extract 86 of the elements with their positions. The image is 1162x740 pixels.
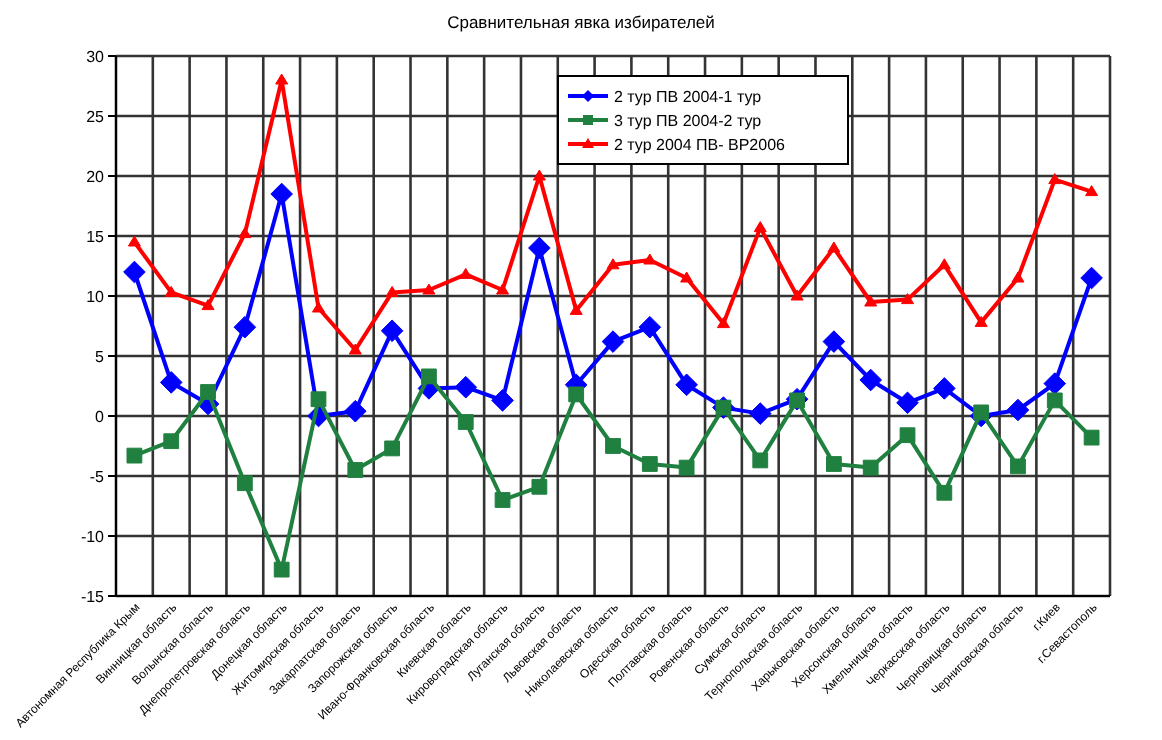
point xyxy=(1083,429,1100,446)
legend-label: 2 тур 2004 ПВ- ВР2006 xyxy=(614,135,787,154)
chart-title: Сравнительная явка избирателей xyxy=(447,12,716,32)
y-tick-label: 30 xyxy=(86,47,106,66)
point xyxy=(827,241,841,253)
point xyxy=(752,452,769,469)
point xyxy=(974,315,988,327)
point xyxy=(273,561,290,578)
y-tick-label: -15 xyxy=(80,587,106,606)
point xyxy=(1046,392,1063,409)
point xyxy=(680,271,694,283)
point xyxy=(163,433,180,450)
point xyxy=(601,330,625,353)
point xyxy=(528,236,551,260)
point xyxy=(311,301,325,313)
y-tick-label: 20 xyxy=(86,167,106,186)
point xyxy=(899,427,916,444)
y-tick-label: -5 xyxy=(89,467,106,486)
point xyxy=(822,330,846,353)
point xyxy=(825,456,842,472)
point xyxy=(238,227,252,239)
point xyxy=(790,289,804,301)
point xyxy=(270,182,293,206)
point xyxy=(901,293,915,305)
point xyxy=(1011,271,1025,283)
point xyxy=(422,283,436,295)
point xyxy=(936,484,953,501)
point xyxy=(344,399,367,423)
y-tick-label: 0 xyxy=(95,407,106,426)
point xyxy=(201,299,215,311)
point xyxy=(933,377,956,400)
point xyxy=(236,475,253,492)
point xyxy=(457,414,474,430)
point xyxy=(275,73,289,85)
point xyxy=(1043,372,1067,395)
point xyxy=(859,368,882,392)
point xyxy=(496,283,510,295)
point xyxy=(568,386,585,403)
point xyxy=(494,492,511,508)
point xyxy=(1085,185,1099,197)
point xyxy=(459,267,473,279)
point xyxy=(385,285,399,297)
point xyxy=(753,221,767,233)
point xyxy=(491,389,514,412)
point xyxy=(605,438,621,454)
point xyxy=(164,285,178,297)
point xyxy=(1080,266,1103,290)
point xyxy=(126,447,143,464)
point xyxy=(348,343,362,355)
point xyxy=(310,391,327,408)
point xyxy=(678,459,695,476)
point xyxy=(159,371,183,394)
point xyxy=(896,391,919,415)
y-tick-label: 5 xyxy=(95,347,106,366)
point xyxy=(123,260,146,284)
y-tick-label: 10 xyxy=(86,287,106,306)
point xyxy=(716,317,730,329)
point xyxy=(569,303,583,315)
point xyxy=(454,375,478,399)
point xyxy=(1048,173,1062,185)
point xyxy=(532,169,546,181)
y-tick-label: -10 xyxy=(80,527,106,546)
legend-label: 2 тур ПВ 2004-1 тур xyxy=(614,87,763,106)
point xyxy=(421,368,437,385)
point xyxy=(531,478,548,495)
point xyxy=(380,319,404,343)
point xyxy=(233,315,257,339)
point xyxy=(384,440,401,457)
point xyxy=(1006,398,1030,422)
point xyxy=(1010,458,1026,475)
point xyxy=(937,258,951,270)
y-tick-label: 15 xyxy=(86,227,106,246)
legend-label: 3 тур ПВ 2004-2 тур xyxy=(614,111,763,130)
point xyxy=(200,384,216,400)
point xyxy=(347,462,364,478)
point xyxy=(862,459,879,476)
point xyxy=(643,253,657,265)
point xyxy=(864,295,878,307)
point xyxy=(641,456,658,472)
point xyxy=(127,235,141,247)
point xyxy=(675,373,698,397)
y-tick-label: 25 xyxy=(86,107,106,126)
point xyxy=(973,404,990,421)
point xyxy=(606,258,620,270)
point xyxy=(638,315,662,339)
point xyxy=(748,402,772,425)
